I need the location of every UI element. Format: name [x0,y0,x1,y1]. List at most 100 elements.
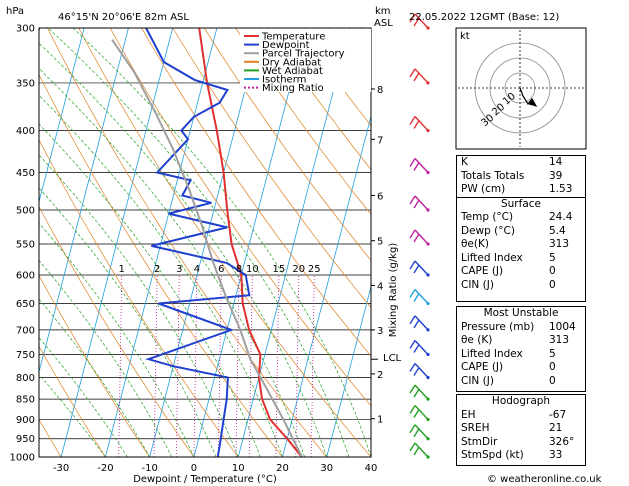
most-unstable-label: θe (K) [461,334,493,346]
mixing-ratio-axis-label: Mixing Ratio (g/kg) [388,243,399,338]
dry-adiabat-line [39,139,239,457]
wind-barb-flag [409,424,416,434]
stat-value: 39 [549,169,563,182]
isotherm-line [282,114,371,457]
surface-value: 5 [549,251,556,264]
surface-row: θe(K) 313 [457,238,585,252]
wind-barb-flag [409,315,416,325]
datetime-title: 22.05.2022 12GMT (Base: 12) [409,12,559,23]
x-tick-label: -20 [97,463,113,474]
wind-barb [414,13,429,29]
temperature-profile [198,28,303,457]
parcel-trajectory-profile [111,39,303,457]
pressure-tick-label: 500 [16,206,35,217]
surface-label: CAPE (J) [461,265,504,277]
legend-label: Temperature [261,32,325,43]
wind-barb-flag [409,68,416,78]
wet-adiabat-line [72,28,371,457]
surface-row: Temp (°C) 24.4 [457,211,585,225]
wind-barb-flag [413,162,420,171]
wind-barb [414,424,429,440]
wet-adiabat-line [39,374,106,457]
pressure-tick-label: 650 [16,299,35,310]
wind-barb-base [426,208,430,212]
hodograph-stat-label: EH [461,408,476,421]
stat-label: K [461,156,468,168]
wind-barb-flag [413,367,420,376]
legend-label: Mixing Ratio [262,83,324,94]
isotherm-line [39,28,85,204]
mixing-ratio-label: 6 [218,264,224,275]
pressure-tick-label: 750 [16,350,35,361]
hodograph-stat-value: 326° [549,435,575,448]
most-unstable-row: Pressure (mb) 1004 [457,321,585,335]
wind-barb-base [426,81,430,85]
mixing-ratio-label: 3 [176,264,182,275]
mixing-ratio-label: 2 [154,264,160,275]
wind-barb-flag [413,409,420,418]
km-tick-label: 8 [377,85,383,96]
wind-barb-flag [413,344,420,353]
pressure-tick-label: 700 [16,325,35,336]
x-axis-label: Dewpoint / Temperature (°C) [133,474,277,485]
mixing-ratio-label: 8 [236,264,242,275]
wind-barb-flag [413,293,420,302]
stat-value: 1.53 [549,183,573,195]
km-tick-label: 5 [377,237,383,248]
legend-label: Dry Adiabat [262,57,321,68]
wind-barb-base [426,352,430,357]
legend-label: Parcel Trajectory [262,49,345,60]
wind-barb-base [426,170,430,175]
x-tick-label: 10 [232,463,245,474]
isotherm-line [149,28,262,457]
wind-barb [414,195,429,211]
x-tick-label: 30 [320,463,333,474]
pressure-tick-label: 550 [16,239,35,250]
mixing-ratio-line [217,274,222,457]
wet-adiabat-line [39,298,151,457]
surface-row: Dewp (°C) 5.4 [457,225,585,239]
pressure-tick-label: 850 [16,395,35,406]
x-tick-label: -10 [141,463,157,474]
most-unstable-row: CAPE (J) 0 [457,361,585,375]
isotherm-line [193,28,306,457]
wind-barb [414,289,429,304]
wind-barb-flag [409,384,416,394]
most-unstable-title: Most Unstable [483,307,559,319]
pressure-tick-label: 350 [16,78,35,89]
wet-adiabat-line [47,28,350,457]
mixing-ratio-line [235,274,240,457]
mixing-ratio-label: 20 [292,264,305,275]
pressure-tick-label: 600 [16,270,35,281]
hodograph-stats-title: Hodograph [491,395,551,407]
wind-barb-base [426,455,430,459]
km-tick-label: 1 [377,415,383,426]
wind-barb-flag [409,158,416,167]
hodograph-stat-value: -67 [549,408,567,421]
wind-barb [414,384,429,400]
wind-barb-flag [413,72,420,82]
wind-barb-flag [409,340,416,349]
wind-barb [414,404,429,420]
surface-row: Lifted Index 5 [457,252,585,266]
surface-label: Dewp (°C) [461,224,515,237]
wind-barb-flag [409,116,416,125]
wind-barb [414,229,429,245]
most-unstable-value: 0 [549,361,556,373]
hodograph-stat-row: EH -67 [457,409,585,423]
storm-motion-arrow [528,99,538,107]
wind-barb [414,116,429,131]
dry-adiabat-line [581,28,629,457]
surface-row: CAPE (J) 0 [457,265,585,279]
hodograph-stats-panel: Hodograph EH -67 SREH 21 StmDir 326° StmSpd (k… [456,394,586,466]
hodograph-stat-row: SREH 21 [457,422,585,436]
wind-barb [414,363,429,378]
mixing-ratio-label: 25 [308,264,321,275]
isotherm-line [39,28,129,374]
wet-adiabat-line [39,94,283,457]
wind-barb-flag [409,405,416,414]
most-unstable-panel: Most Unstable Pressure (mb) 1004 θe (K) 313… [456,306,586,392]
indices-panel: K 14 Totals Totals 39 PW (cm) 1.53 Surface Te… [456,155,586,302]
wind-barb-flag [409,260,416,270]
